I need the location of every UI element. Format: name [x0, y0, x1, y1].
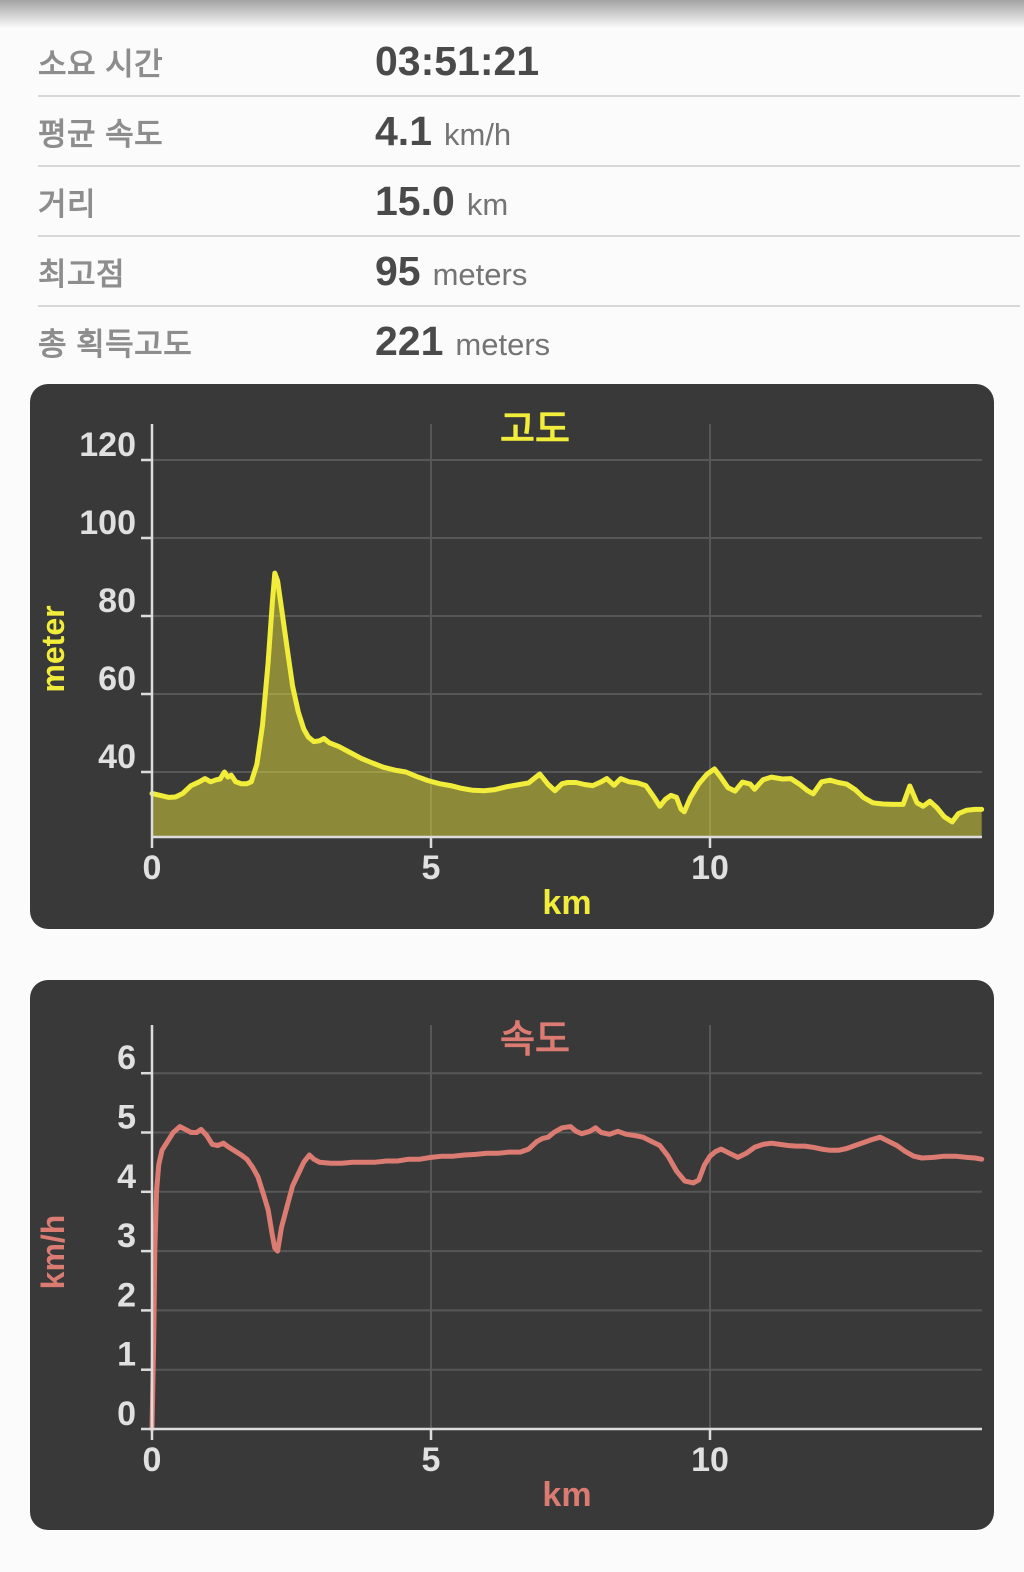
- total-ascent-value: 221: [375, 317, 444, 364]
- y-tick-label: 80: [98, 582, 136, 620]
- y-tick-label: 5: [117, 1099, 136, 1137]
- stat-label-avg-speed: 평균 속도: [38, 116, 164, 152]
- y-tick-label: 60: [98, 660, 136, 698]
- stat-value-duration: 03:51:21: [375, 38, 551, 85]
- total-ascent-unit: meters: [455, 326, 551, 362]
- series-line: [149, 1124, 985, 1432]
- distance-value: 15.0: [375, 177, 455, 224]
- stat-row-duration: 소요 시간 03:51:21: [38, 27, 1020, 97]
- stat-value-total-ascent: 221 meters: [375, 318, 550, 365]
- x-axis-label: km: [542, 1476, 591, 1514]
- x-tick-label: 10: [691, 849, 729, 887]
- y-tick-label: 40: [98, 738, 136, 776]
- stat-label-distance: 거리: [38, 186, 97, 222]
- chart-title: 속도: [500, 1019, 570, 1061]
- stat-label-duration: 소요 시간: [38, 46, 164, 82]
- stat-label-max-elevation: 최고점: [38, 256, 126, 292]
- max-elevation-value: 95: [375, 247, 421, 294]
- stat-value-avg-speed: 4.1 km/h: [375, 108, 511, 155]
- max-elevation-unit: meters: [432, 256, 528, 292]
- x-tick-label: 5: [422, 849, 441, 887]
- y-axis-label: km/h: [35, 1215, 71, 1290]
- y-tick-label: 6: [117, 1039, 136, 1077]
- distance-unit: km: [466, 186, 509, 222]
- y-axis-label: meter: [35, 605, 71, 692]
- stat-row-total-ascent: 총 획득고도 221 meters: [38, 307, 1020, 375]
- y-tick-label: 120: [79, 426, 136, 464]
- status-bar-shadow: [0, 0, 1024, 28]
- stat-value-max-elevation: 95 meters: [375, 248, 527, 295]
- chart-title: 고도: [500, 409, 570, 451]
- stat-label-total-ascent: 총 획득고도: [38, 326, 193, 362]
- x-tick-label: 0: [143, 1441, 162, 1479]
- y-tick-label: 3: [117, 1217, 136, 1255]
- y-tick-label: 0: [117, 1395, 136, 1433]
- stat-row-max-elevation: 최고점 95 meters: [38, 237, 1020, 307]
- y-tick-label: 1: [117, 1336, 136, 1374]
- speed-chart[interactable]: 0 1 2 3 4 5 6 0 5 10 속도 km km/h: [30, 980, 994, 1530]
- stat-row-avg-speed: 평균 속도 4.1 km/h: [38, 97, 1020, 167]
- avg-speed-value: 4.1: [375, 107, 432, 154]
- y-tick-label: 100: [79, 504, 136, 542]
- y-tick-label: 4: [117, 1158, 136, 1196]
- x-tick-label: 5: [422, 1441, 441, 1479]
- y-tick-label: 2: [117, 1276, 136, 1314]
- x-tick-label: 0: [143, 849, 162, 887]
- speed-chart-svg[interactable]: 0 1 2 3 4 5 6 0 5 10 속도 km km/h: [30, 980, 994, 1530]
- stat-row-distance: 거리 15.0 km: [38, 167, 1020, 237]
- series-line: [149, 570, 985, 825]
- avg-speed-unit: km/h: [444, 116, 512, 152]
- x-axis-label: km: [542, 884, 591, 922]
- x-tick-label: 10: [691, 1441, 729, 1479]
- altitude-chart[interactable]: 40 60 80 100 120 0 5 10 고도 km meter: [30, 384, 994, 929]
- altitude-chart-svg[interactable]: 40 60 80 100 120 0 5 10 고도 km meter: [30, 384, 994, 929]
- duration-value: 03:51:21: [375, 37, 540, 84]
- stat-value-distance: 15.0 km: [375, 178, 508, 225]
- series-fill: [152, 573, 982, 837]
- stats-table: 소요 시간 03:51:21 평균 속도 4.1 km/h 거리 15.0 km…: [38, 27, 1020, 375]
